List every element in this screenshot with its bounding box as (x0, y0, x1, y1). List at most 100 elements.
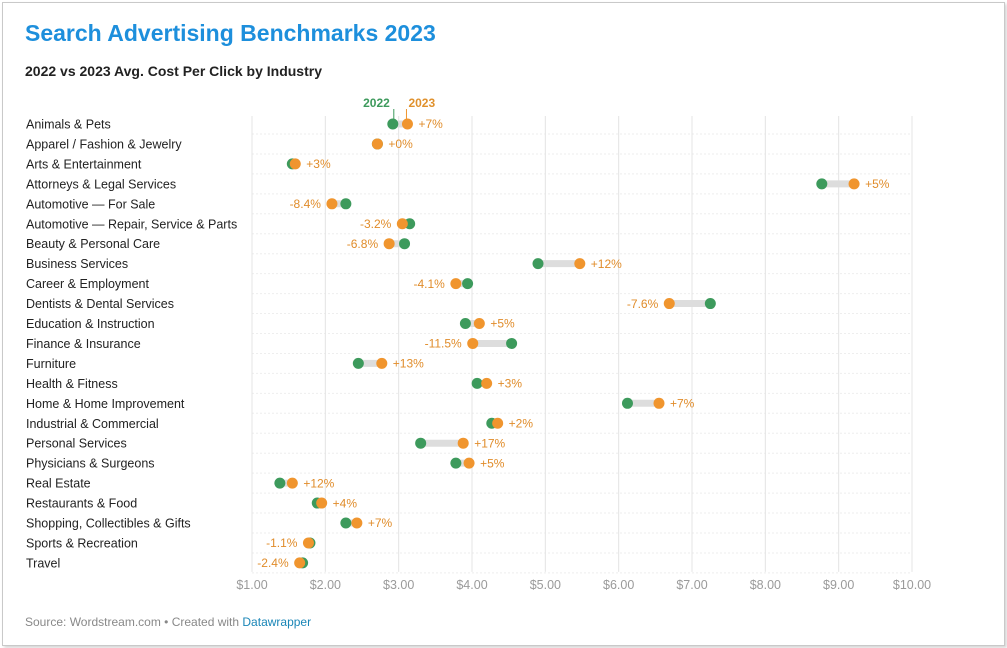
category-label: Career & Employment (26, 277, 149, 291)
dot-2023 (351, 517, 363, 529)
category-label: Travel (26, 556, 60, 570)
category-label: Shopping, Collectibles & Gifts (26, 517, 191, 531)
category-label: Animals & Pets (26, 118, 111, 132)
dot-2023 (848, 178, 860, 190)
dot-2022 (352, 357, 364, 369)
category-label: Automotive — For Sale (26, 197, 155, 211)
dot-2023 (653, 397, 665, 409)
category-label: Sports & Recreation (26, 536, 138, 550)
change-label: +4% (333, 496, 358, 510)
dot-2022 (340, 198, 352, 210)
dot-2023 (481, 377, 493, 389)
gridlines (251, 116, 913, 574)
dot-2022 (462, 278, 474, 290)
change-label: -11.5% (425, 337, 462, 351)
change-label: +5% (865, 177, 890, 191)
dot-2023 (302, 537, 314, 549)
dot-2023 (316, 497, 328, 509)
change-label: +7% (670, 397, 695, 411)
dot-2023 (286, 477, 298, 489)
x-tick-label: $5.00 (530, 578, 561, 592)
dot-2023 (396, 218, 408, 230)
change-label: +12% (591, 257, 622, 271)
change-label: +5% (480, 456, 505, 470)
dot-2022 (621, 397, 633, 409)
x-tick-label: $4.00 (456, 578, 487, 592)
dot-2022 (274, 477, 286, 489)
change-label: +2% (509, 416, 534, 430)
category-label: Beauty & Personal Care (26, 237, 160, 251)
dot-2022 (450, 457, 462, 469)
dot-2023 (401, 118, 413, 130)
x-tick-label: $2.00 (310, 578, 341, 592)
dot-2023 (492, 417, 504, 429)
category-label: Home & Home Improvement (26, 397, 185, 411)
dots (274, 118, 860, 569)
dot-2023 (376, 357, 388, 369)
footer: Source: Wordstream.com • Created with Da… (25, 615, 311, 629)
change-label: -4.1% (414, 277, 446, 291)
category-label: Education & Instruction (26, 317, 155, 331)
dot-2022 (387, 118, 399, 130)
dot-2022 (506, 337, 518, 349)
dot-2022 (459, 318, 471, 329)
change-label: +17% (474, 436, 505, 450)
x-tick-label: $3.00 (383, 578, 414, 592)
category-label: Physicians & Surgeons (26, 457, 155, 471)
dot-2023 (467, 337, 479, 349)
change-label: -8.4% (290, 197, 322, 211)
change-label: -2.4% (257, 556, 289, 570)
chart-subtitle: 2022 vs 2023 Avg. Cost Per Click by Indu… (25, 63, 322, 79)
dot-2023 (326, 198, 338, 210)
category-label: Arts & Entertainment (26, 157, 142, 171)
x-tick-label: $7.00 (676, 578, 707, 592)
change-label: +5% (490, 317, 515, 331)
x-tick-label: $9.00 (823, 578, 854, 592)
dot-2023 (371, 138, 383, 150)
category-label: Real Estate (26, 477, 91, 491)
category-label: Apparel / Fashion & Jewelry (26, 137, 182, 151)
dot-2023 (289, 158, 301, 170)
dot-2023 (457, 437, 469, 449)
source-text: Source: Wordstream.com • Created with (25, 615, 243, 629)
change-label: -7.6% (627, 297, 659, 311)
connectors (276, 120, 858, 567)
dot-2022 (340, 517, 352, 529)
category-label: Industrial & Commercial (26, 417, 159, 431)
x-tick-label: $8.00 (750, 578, 781, 592)
dot-2022 (704, 298, 716, 310)
dot-2022 (399, 238, 411, 250)
x-tick-label: $1.00 (236, 578, 267, 592)
x-tick-label: $10.00 (893, 578, 931, 592)
x-tick-label: $6.00 (603, 578, 634, 592)
legend-2023: 2023 (408, 96, 435, 110)
category-label: Furniture (26, 357, 76, 371)
category-label: Personal Services (26, 437, 127, 451)
change-label: -3.2% (360, 217, 392, 231)
dot-2023 (574, 258, 586, 270)
change-label: +3% (306, 157, 331, 171)
category-label: Attorneys & Legal Services (26, 177, 176, 191)
labels: $1.00 $2.00 $3.00 $4.00 $5.00 $6.00 $7.00 $8.00… (26, 96, 931, 592)
chart-title: Search Advertising Benchmarks 2023 (25, 20, 436, 46)
change-label: +3% (498, 377, 523, 391)
change-label: +7% (368, 516, 393, 530)
dot-2023 (294, 557, 306, 569)
category-label: Health & Fitness (26, 377, 118, 391)
dot-2022 (415, 437, 427, 449)
change-label: +12% (303, 476, 334, 490)
category-label: Automotive — Repair, Service & Parts (26, 217, 237, 231)
category-label: Finance & Insurance (26, 337, 141, 351)
dot-2023 (473, 318, 485, 329)
dot-2023 (450, 278, 462, 290)
category-label: Dentists & Dental Services (26, 297, 174, 311)
category-label: Restaurants & Food (26, 497, 137, 511)
dot-2023 (663, 298, 675, 310)
change-label: +13% (393, 357, 424, 371)
datawrapper-link[interactable]: Datawrapper (242, 615, 312, 629)
legend-2022: 2022 (363, 96, 390, 110)
dot-2023 (463, 457, 475, 469)
dot-2022 (816, 178, 828, 190)
